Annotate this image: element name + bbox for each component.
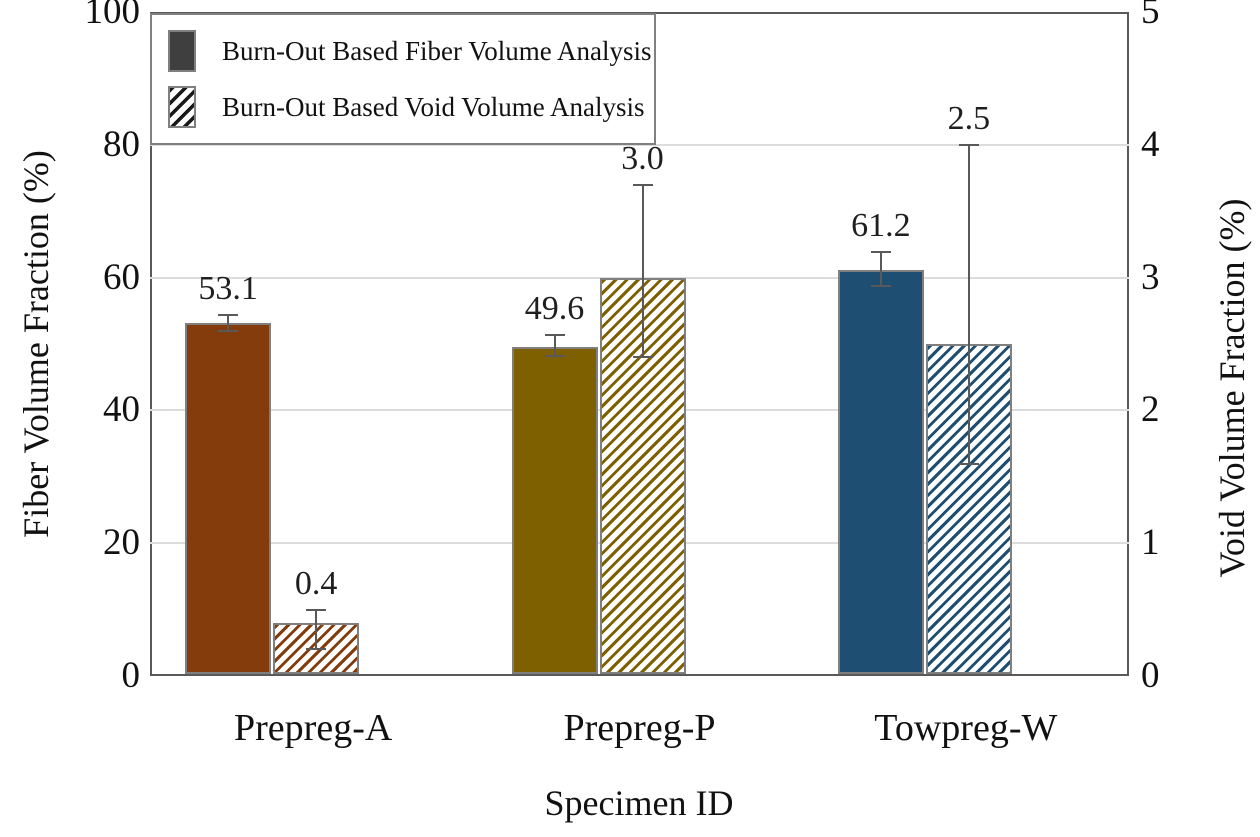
error-bar-cap-top	[218, 314, 239, 317]
bar-data-label: 3.0	[621, 139, 664, 177]
legend-row: Burn-Out Based Void Volume Analysis	[168, 86, 654, 129]
error-bar-cap-top	[306, 608, 327, 611]
right-axis-tick-label: 1	[1141, 522, 1160, 564]
error-bar-cap-bottom	[544, 354, 565, 357]
error-bar-line	[967, 144, 970, 464]
category-label: Prepreg-P	[563, 707, 716, 749]
error-bar-cap-bottom	[306, 648, 327, 651]
right-axis-title: Void Volume Fraction (%)	[1212, 198, 1252, 578]
legend-solid-swatch-icon	[168, 29, 196, 72]
error-bar-cap-top	[632, 183, 653, 186]
right-axis-tick-label: 5	[1141, 0, 1160, 32]
error-bar-cap-bottom	[218, 329, 239, 332]
left-axis-tick-label: 20	[103, 522, 140, 564]
left-axis-tick-label: 100	[84, 0, 141, 32]
category-label: Prepreg-A	[234, 707, 393, 749]
error-bar-cap-top	[958, 143, 979, 146]
left-axis-tick-label: 80	[103, 123, 140, 165]
bar-data-label: 53.1	[198, 270, 258, 308]
right-axis-tick-label: 2	[1141, 389, 1160, 431]
right-axis-tick-label: 4	[1141, 123, 1160, 165]
right-axis-tick-label: 0	[1141, 655, 1160, 696]
legend-row: Burn-Out Based Fiber Volume Analysis	[168, 29, 654, 72]
legend-label: Burn-Out Based Void Volume Analysis	[222, 92, 645, 123]
legend: Burn-Out Based Fiber Volume Analysis Burn…	[150, 13, 656, 145]
error-bar-line	[641, 184, 644, 358]
error-bar-cap-top	[544, 333, 565, 336]
left-axis-title: Fiber Volume Fraction (%)	[16, 150, 56, 538]
bar-data-label: 2.5	[947, 99, 991, 137]
error-bar-cap-top	[870, 251, 891, 254]
left-axis-tick-label: 0	[121, 655, 141, 696]
right-axis-tick-label: 3	[1141, 256, 1160, 298]
bar-data-label: 61.2	[851, 207, 911, 245]
x-axis-title: Specimen ID	[544, 783, 734, 823]
bar-data-label: 0.4	[294, 564, 338, 602]
error-bar-cap-bottom	[870, 284, 891, 287]
legend-label: Burn-Out Based Fiber Volume Analysis	[222, 35, 652, 66]
left-axis-tick-label: 40	[103, 389, 140, 431]
error-bar-cap-bottom	[958, 462, 979, 465]
error-bar-cap-bottom	[632, 356, 653, 359]
fiber-bar	[511, 346, 598, 674]
left-axis-tick-label: 60	[103, 256, 140, 298]
fiber-bar	[185, 323, 272, 674]
category-label: Towpreg-W	[874, 707, 1058, 749]
error-bar-line	[315, 609, 318, 650]
bar-data-label: 49.6	[524, 289, 585, 327]
error-bar-line	[553, 334, 556, 356]
legend-hatch-swatch-icon	[168, 86, 196, 129]
error-bar-line	[879, 252, 882, 286]
fiber-bar	[837, 269, 924, 674]
error-bar-line	[227, 315, 230, 331]
